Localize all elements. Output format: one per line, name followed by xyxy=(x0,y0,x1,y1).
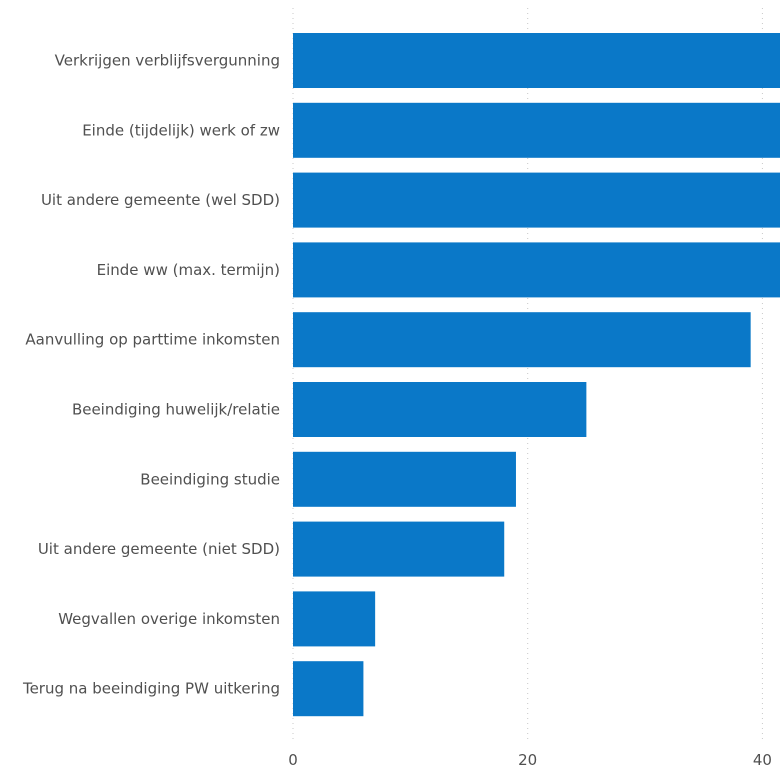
category-label: Einde ww (max. termijn) xyxy=(97,261,280,279)
bar[interactable] xyxy=(293,452,516,507)
category-label: Beeindiging studie xyxy=(140,470,280,488)
x-tick-label: 40 xyxy=(753,751,772,769)
bar[interactable] xyxy=(293,522,504,577)
bar[interactable] xyxy=(293,33,780,88)
x-tick-label: 0 xyxy=(288,751,298,769)
category-label: Einde (tijdelijk) werk of zw xyxy=(82,121,280,139)
bar[interactable] xyxy=(293,103,780,158)
bar[interactable] xyxy=(293,173,780,228)
category-label: Terug na beeindiging PW uitkering xyxy=(22,680,280,698)
category-label: Aanvulling op parttime inkomsten xyxy=(25,331,280,349)
bar[interactable] xyxy=(293,242,780,297)
category-label: Wegvallen overige inkomsten xyxy=(58,610,280,628)
bar[interactable] xyxy=(293,591,375,646)
category-labels: Verkrijgen verblijfsvergunning Einde (tij… xyxy=(22,52,280,698)
bar[interactable] xyxy=(293,382,586,437)
bar[interactable] xyxy=(293,312,751,367)
bars xyxy=(293,33,780,716)
category-label: Verkrijgen verblijfsvergunning xyxy=(55,52,280,70)
bar[interactable] xyxy=(293,661,363,716)
category-label: Uit andere gemeente (wel SDD) xyxy=(41,191,280,209)
x-tick-label: 20 xyxy=(518,751,537,769)
category-label: Beeindiging huwelijk/relatie xyxy=(72,401,280,419)
x-tick-labels: 0 20 40 xyxy=(288,751,772,769)
category-label: Uit andere gemeente (niet SDD) xyxy=(38,540,280,558)
